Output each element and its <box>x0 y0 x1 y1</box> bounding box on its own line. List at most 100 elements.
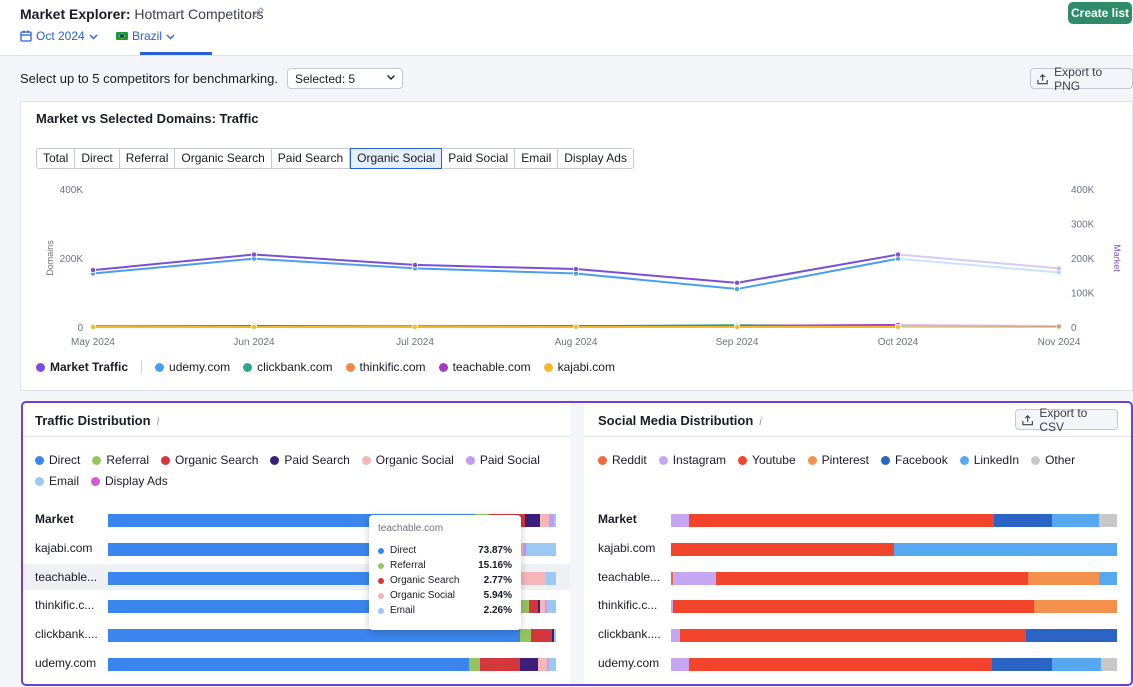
bar-segment-paid-social[interactable] <box>544 600 547 614</box>
pencil-icon[interactable] <box>252 6 266 20</box>
stacked-bar[interactable] <box>671 514 1117 527</box>
bar-segment-linkedin[interactable] <box>1052 658 1102 671</box>
bar-segment-reddit[interactable] <box>671 571 674 585</box>
series-point-market-traffic[interactable] <box>411 261 418 268</box>
bar-segment-pinterest[interactable] <box>1034 600 1117 614</box>
bar-segment-organic-search[interactable] <box>529 600 539 614</box>
series-point-kajabi-com[interactable] <box>411 323 418 330</box>
legend-item-reddit[interactable]: Reddit <box>598 453 647 467</box>
bar-segment-referral[interactable] <box>468 658 480 671</box>
bar-segment-paid-search[interactable] <box>520 658 539 671</box>
bar-segment-email[interactable] <box>549 658 556 671</box>
stacked-bar[interactable] <box>671 658 1117 671</box>
series-point-market-traffic[interactable] <box>895 251 902 258</box>
tab-organic-social[interactable]: Organic Social <box>350 148 443 169</box>
stacked-bar[interactable] <box>671 571 1117 585</box>
series-point-market-traffic[interactable] <box>250 251 257 258</box>
series-point-udemy-com[interactable] <box>1056 269 1063 276</box>
legend-item-organic-social[interactable]: Organic Social <box>361 453 454 467</box>
info-icon[interactable]: i <box>759 416 762 428</box>
legend-item-thinkific-com[interactable]: thinkific.com <box>345 360 426 374</box>
series-point-kajabi-com[interactable] <box>734 323 741 330</box>
legend-item-youtube[interactable]: Youtube <box>738 453 796 467</box>
export-csv-button[interactable]: Export to CSV <box>1015 406 1118 434</box>
tab-total[interactable]: Total <box>36 148 76 169</box>
bar-segment-youtube[interactable] <box>715 571 1028 585</box>
export-png-button[interactable]: Export to PNG <box>1030 65 1133 93</box>
create-list-button[interactable]: Create list <box>1068 2 1132 24</box>
bar-segment-instagram[interactable] <box>671 600 674 614</box>
legend-item-pinterest[interactable]: Pinterest <box>807 453 869 467</box>
bar-segment-email[interactable] <box>545 571 556 585</box>
legend-item-direct[interactable]: Direct <box>35 453 80 467</box>
series-point-kajabi-com[interactable] <box>1056 323 1063 330</box>
tab-referral[interactable]: Referral <box>119 148 176 169</box>
bar-segment-direct[interactable] <box>108 629 521 643</box>
legend-item-clickbank-com[interactable]: clickbank.com <box>243 360 333 374</box>
tab-organic-search[interactable]: Organic Search <box>175 148 272 169</box>
bar-row-udemy-com[interactable]: udemy.com <box>23 654 570 672</box>
legend-item-linkedin[interactable]: LinkedIn <box>959 453 1019 467</box>
tab-paid-social[interactable]: Paid Social <box>442 148 516 169</box>
bar-row-thinkific-c[interactable]: thinkific.c... <box>584 596 1132 614</box>
bar-segment-paid-search[interactable] <box>551 629 554 643</box>
stacked-bar[interactable] <box>671 629 1117 643</box>
series-point-kajabi-com[interactable] <box>250 323 257 330</box>
legend-item-udemy-com[interactable]: udemy.com <box>155 360 230 374</box>
country-picker[interactable]: Brazil <box>116 29 175 43</box>
legend-item-organic-search[interactable]: Organic Search <box>161 453 258 467</box>
bar-segment-facebook[interactable] <box>994 514 1053 527</box>
bar-segment-email[interactable] <box>553 629 556 643</box>
stacked-bar[interactable] <box>671 542 1117 556</box>
bar-row-kajabi-com[interactable]: kajabi.com <box>584 539 1132 557</box>
bar-segment-instagram[interactable] <box>671 629 680 643</box>
bar-row-market[interactable]: Market <box>584 510 1132 528</box>
bar-segment-organic-social[interactable] <box>519 571 546 585</box>
selected-competitors-dropdown[interactable]: Selected: 5 <box>287 68 403 89</box>
bar-segment-paid-social[interactable] <box>546 658 550 671</box>
bar-segment-organic-search[interactable] <box>531 629 552 643</box>
series-point-kajabi-com[interactable] <box>895 323 902 330</box>
bar-segment-other[interactable] <box>1099 514 1117 527</box>
bar-segment-facebook[interactable] <box>992 658 1053 671</box>
bar-segment-youtube[interactable] <box>688 658 993 671</box>
bar-segment-direct[interactable] <box>108 658 469 671</box>
series-point-market-traffic[interactable] <box>1056 265 1063 272</box>
legend-item-instagram[interactable]: Instagram <box>658 453 726 467</box>
series-point-kajabi-com[interactable] <box>90 323 97 330</box>
legend-item-paid-search[interactable]: Paid Search <box>270 453 350 467</box>
bar-segment-organic-social[interactable] <box>540 600 545 614</box>
bar-segment-instagram[interactable] <box>673 571 716 585</box>
bar-row-clickbank[interactable]: clickbank.... <box>584 625 1132 643</box>
stacked-bar[interactable] <box>108 658 556 671</box>
date-picker[interactable]: Oct 2024 <box>20 29 98 43</box>
bar-segment-paid-search[interactable] <box>538 600 541 614</box>
bar-segment-organic-social[interactable] <box>540 514 550 527</box>
bar-segment-email[interactable] <box>526 542 556 556</box>
bar-row-clickbank[interactable]: clickbank.... <box>23 625 570 643</box>
stacked-bar[interactable] <box>671 600 1117 614</box>
legend-item-email[interactable]: Email <box>35 474 79 488</box>
legend-item-kajabi-com[interactable]: kajabi.com <box>543 360 615 374</box>
info-icon[interactable]: i <box>156 416 160 428</box>
series-point-udemy-com[interactable] <box>734 286 741 293</box>
series-point-kajabi-com[interactable] <box>573 323 580 330</box>
bar-segment-organic-search[interactable] <box>479 658 521 671</box>
legend-item-paid-social[interactable]: Paid Social <box>465 453 540 467</box>
bar-segment-other[interactable] <box>1101 658 1117 671</box>
series-point-clickbank-com[interactable] <box>1056 323 1063 330</box>
bar-segment-paid-social[interactable] <box>549 514 554 527</box>
tab-paid-search[interactable]: Paid Search <box>271 148 351 169</box>
stacked-bar[interactable] <box>108 629 556 643</box>
legend-item-teachable-com[interactable]: teachable.com <box>438 360 531 374</box>
bar-segment-direct[interactable] <box>108 542 449 556</box>
bar-segment-pinterest[interactable] <box>1027 571 1100 585</box>
series-point-market-traffic[interactable] <box>573 266 580 273</box>
legend-item-market-traffic[interactable]: Market Traffic <box>36 360 128 374</box>
bar-segment-linkedin[interactable] <box>1099 571 1117 585</box>
bar-segment-linkedin[interactable] <box>894 542 1117 556</box>
bar-segment-facebook[interactable] <box>1025 629 1117 643</box>
bar-segment-instagram[interactable] <box>671 658 689 671</box>
bar-row-teachable[interactable]: teachable... <box>584 568 1132 586</box>
bar-segment-direct[interactable] <box>108 571 439 585</box>
